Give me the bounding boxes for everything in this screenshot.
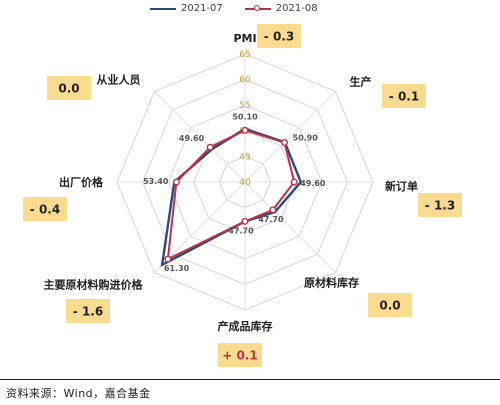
- change-badge-3: [368, 293, 412, 317]
- change-badge-text-1: - 0.1: [389, 90, 419, 104]
- change-badge-text-2: - 1.3: [425, 199, 455, 213]
- legend-swatch-2021-08: [244, 4, 271, 11]
- axis-label-7: 从业人员: [97, 73, 141, 87]
- data-label-2: 49.60: [300, 179, 326, 188]
- axis-label-5: 主要原材料购进价格: [44, 278, 144, 292]
- axis-label-2: 新订单: [385, 179, 418, 193]
- source-divider: [0, 379, 500, 380]
- change-badge-4: [218, 343, 262, 367]
- change-badge-text-5: - 1.6: [73, 305, 103, 319]
- change-badge-1: [382, 84, 426, 108]
- spoke-7: [154, 91, 246, 183]
- change-badge-text-0: - 0.3: [264, 30, 294, 44]
- axis-label-6: 出厂价格: [59, 175, 104, 189]
- series-point-2021-08-7: [206, 143, 214, 151]
- data-label-4: 47.70: [228, 226, 254, 235]
- tick-label-60: 60: [239, 76, 251, 86]
- change-badge-6: [23, 197, 67, 221]
- spoke-1: [244, 91, 336, 183]
- legend-item-2021-07: 2021-07: [150, 3, 223, 14]
- tick-label-65: 65: [239, 50, 250, 60]
- tick-label-45: 45: [239, 152, 250, 162]
- axis-label-0: PMI: [233, 32, 256, 45]
- source-note: 资料来源：Wind，嘉合基金: [6, 387, 151, 400]
- spoke-3: [244, 181, 336, 273]
- legend-swatch-2021-07: [150, 7, 176, 10]
- series-point-2021-08-4: [241, 217, 249, 225]
- data-label-3: 47.70: [258, 215, 284, 224]
- data-label-0: 50.10: [232, 112, 258, 121]
- axis-label-1: 生产: [350, 75, 372, 89]
- change-badge-5: [66, 299, 110, 323]
- change-badge-text-7: 0.0: [58, 82, 79, 96]
- data-label-1: 50.90: [293, 134, 319, 143]
- change-badge-0: [257, 24, 301, 48]
- series-point-2021-08-3: [269, 206, 277, 214]
- series-point-2021-08-0: [241, 126, 249, 134]
- axis-label-4: 产成品库存: [218, 319, 273, 333]
- data-label-6: 53.40: [143, 177, 169, 186]
- legend-label-2021-08: 2021-08: [275, 3, 318, 14]
- legend: 2021-07 2021-08: [150, 3, 318, 14]
- data-label-5: 61.30: [164, 264, 190, 273]
- tick-label-40: 40: [239, 178, 251, 188]
- change-badge-text-6: - 0.4: [30, 203, 60, 217]
- axis-label-3: 原材料库存: [304, 276, 359, 290]
- series-point-2021-08-6: [172, 178, 180, 186]
- change-badge-7: [47, 76, 91, 100]
- series-point-2021-08-1: [281, 138, 289, 146]
- change-badge-text-4: + 0.1: [222, 349, 258, 363]
- legend-item-2021-08: 2021-08: [244, 3, 318, 14]
- change-badge-2: [418, 193, 462, 217]
- change-badge-text-3: 0.0: [379, 299, 400, 313]
- radar-chart: 40455055606550.1050.9049.6047.7047.7061.…: [23, 24, 462, 367]
- legend-label-2021-07: 2021-07: [181, 3, 223, 14]
- data-label-7: 49.60: [179, 134, 205, 143]
- tick-label-55: 55: [239, 101, 250, 111]
- series-point-2021-08-2: [290, 178, 298, 186]
- series-point-2021-08-5: [164, 255, 172, 263]
